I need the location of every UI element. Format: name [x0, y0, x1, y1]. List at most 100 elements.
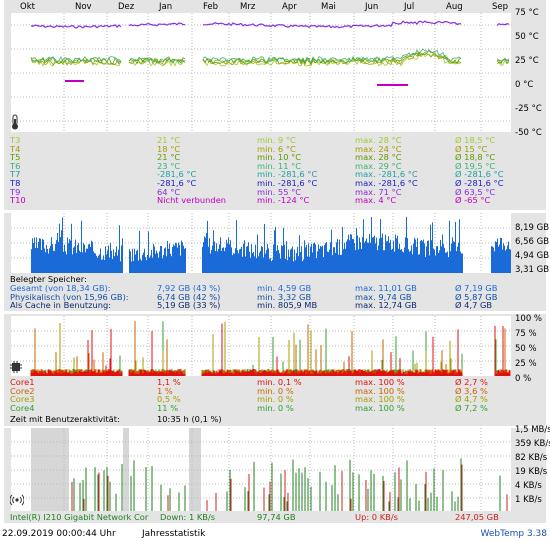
memory-bar	[272, 259, 273, 273]
stat-cur: 7,92 GB (43 %)	[157, 283, 221, 293]
axis-tick-label: 25 °C	[515, 56, 539, 66]
memory-bar	[148, 231, 149, 273]
memory-bar	[309, 256, 310, 273]
memory-bar	[367, 242, 368, 273]
memory-bar	[105, 246, 106, 273]
memory-bar	[115, 252, 116, 273]
memory-bar	[79, 250, 80, 273]
stat-min: min. 0 %	[257, 385, 294, 396]
memory-bar	[383, 250, 384, 273]
stat-name: Als Cache in Benutzung:	[10, 300, 112, 311]
memory-bar	[55, 243, 56, 273]
memory-bar	[326, 242, 327, 273]
memory-bar	[48, 253, 49, 273]
memory-bar	[443, 244, 444, 273]
memory-bar	[235, 248, 236, 273]
memory-bar	[344, 242, 345, 273]
stat-avg: Ø -281,6 °C	[455, 178, 504, 188]
memory-bar	[458, 242, 459, 273]
memory-bar	[151, 249, 152, 273]
memory-bar	[299, 235, 300, 273]
memory-bar	[210, 253, 211, 273]
memory-bar	[415, 239, 416, 273]
memory-bar	[285, 258, 286, 273]
axis-tick-label: 82 KB/s	[515, 453, 548, 463]
memory-bar	[216, 243, 217, 273]
memory-bar	[316, 258, 317, 273]
memory-bar	[266, 250, 267, 273]
footer-app-name[interactable]: WebTemp 3.38	[480, 529, 547, 539]
memory-bar	[230, 240, 231, 273]
memory-bar	[305, 247, 306, 273]
memory-bar	[341, 254, 342, 273]
temperature-panel: Okt Nov Dez Jan Feb Mrz Apr Mai Jun Jul Aug Sep 75 …	[4, 0, 546, 210]
stat-avg: Ø 7,19 GB	[455, 283, 498, 293]
memory-bar	[213, 230, 214, 273]
stat-avg: Ø 18,5 °C	[455, 135, 496, 145]
stat-name: Core1	[10, 377, 35, 387]
stat-cur: 23 °C	[157, 160, 181, 171]
memory-bar	[87, 248, 88, 273]
month-label: Mrz	[240, 2, 256, 12]
memory-bar	[456, 251, 457, 273]
memory-bar	[63, 251, 64, 273]
memory-bar	[83, 243, 84, 273]
memory-bar	[346, 241, 347, 273]
network-adapter: Intel(R) I210 Gigabit Network Cor	[10, 512, 149, 522]
memory-bar	[85, 252, 86, 273]
memory-bar	[509, 249, 510, 273]
memory-bar	[447, 251, 448, 273]
memory-bar	[510, 249, 511, 273]
memory-bar	[163, 255, 164, 273]
axis-tick-label: 4 KB/s	[515, 481, 542, 491]
axis-tick-label: 0 °C	[515, 80, 534, 90]
memory-bar	[314, 242, 315, 273]
memory-bar	[122, 238, 123, 273]
memory-bar	[380, 219, 381, 273]
memory-bar	[97, 257, 98, 273]
memory-bar	[370, 242, 371, 273]
memory-bar	[155, 253, 156, 273]
memory-bar	[434, 250, 435, 273]
memory-bar	[95, 253, 96, 273]
axis-tick-label: 50 °C	[515, 32, 539, 42]
memory-bar	[352, 239, 353, 273]
memory-bar	[136, 250, 137, 273]
memory-bar	[176, 243, 177, 273]
memory-bar	[295, 260, 296, 273]
memory-bar	[247, 246, 248, 273]
memory-bar	[337, 239, 338, 273]
memory-bar	[360, 242, 361, 273]
stat-name: T6	[10, 160, 21, 171]
memory-bar	[180, 255, 181, 273]
memory-bar	[118, 249, 119, 273]
stat-avg: Ø 4,7 %	[455, 394, 488, 405]
memory-bar	[284, 244, 285, 273]
memory-bar	[89, 244, 90, 273]
memory-bar	[334, 247, 335, 273]
memory-bar	[102, 259, 103, 273]
stat-min: min. -124 °C	[257, 195, 310, 206]
stat-avg: Ø -65 °C	[455, 195, 491, 206]
memory-bar	[304, 240, 305, 273]
stat-cur: 11 %	[157, 402, 179, 413]
memory-bar	[414, 237, 415, 273]
memory-bar	[269, 258, 270, 273]
memory-bar	[291, 248, 292, 273]
memory-bar	[214, 241, 215, 273]
memory-bar	[242, 256, 243, 273]
stat-min: min. 11 °C	[257, 160, 302, 171]
stat-name: Core4	[10, 402, 35, 413]
series-t9-line	[496, 23, 510, 27]
memory-bar	[364, 242, 365, 273]
stat-avg: Ø -281,6 °C	[455, 169, 504, 180]
memory-bar	[98, 255, 99, 273]
memory-bar	[141, 260, 142, 273]
stat-avg: Ø 2,7 %	[455, 377, 488, 387]
memory-bar	[345, 248, 346, 273]
stat-min: min. 0 %	[257, 402, 294, 413]
memory-chart	[11, 213, 511, 273]
memory-bar	[407, 238, 408, 273]
memory-bar	[267, 244, 268, 273]
cpu-graph	[11, 316, 511, 376]
